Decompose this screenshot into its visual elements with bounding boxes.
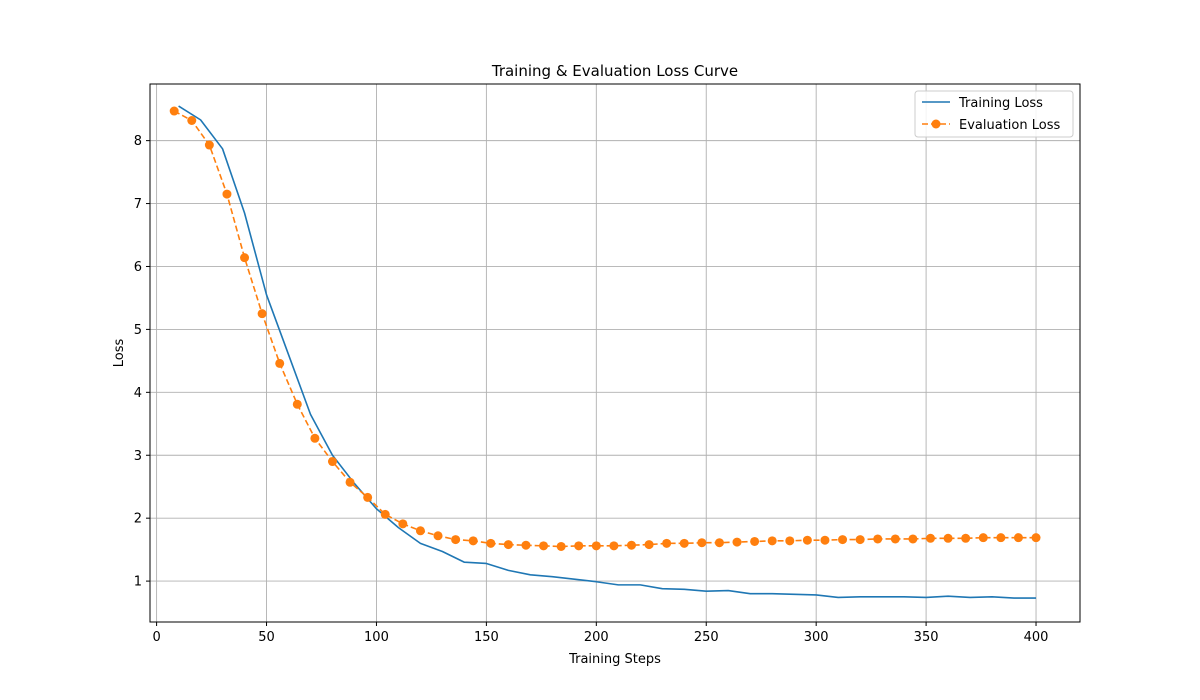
evaluation-loss-point	[644, 540, 654, 550]
evaluation-loss-point	[556, 541, 566, 551]
evaluation-loss-point	[996, 533, 1006, 543]
evaluation-loss-point	[767, 536, 777, 546]
evaluation-loss-point	[398, 519, 408, 529]
legend: Training Loss Evaluation Loss	[914, 90, 1074, 138]
evaluation-loss-point	[697, 538, 707, 548]
evaluation-loss-point	[574, 541, 584, 551]
evaluation-loss-point	[802, 535, 812, 545]
evaluation-loss-point	[310, 433, 320, 443]
evaluation-loss-point	[240, 253, 250, 263]
plot-frame	[149, 83, 1081, 623]
evaluation-loss-point	[961, 533, 971, 543]
evaluation-loss-point	[363, 492, 373, 502]
evaluation-loss-point	[908, 534, 918, 544]
chart-title: Training & Evaluation Loss Curve	[491, 62, 738, 80]
evaluation-loss-point	[380, 509, 390, 519]
evaluation-loss-point	[925, 533, 935, 543]
evaluation-loss-point	[785, 536, 795, 546]
grid	[150, 84, 1080, 622]
evaluation-loss-point	[820, 535, 830, 545]
legend-training-label: Training Loss	[958, 96, 1043, 111]
y-tick-label: 2	[134, 512, 142, 527]
evaluation-loss-point	[539, 541, 549, 551]
y-tick-label: 5	[134, 323, 142, 338]
evaluation-loss-point	[257, 309, 267, 319]
evaluation-loss-point	[662, 538, 672, 548]
evaluation-loss-point	[855, 535, 865, 545]
evaluation-loss-point	[415, 526, 425, 536]
evaluation-loss-point	[626, 540, 636, 550]
evaluation-loss-point	[1031, 533, 1041, 543]
evaluation-loss-point	[750, 536, 760, 546]
evaluation-loss-point	[451, 535, 461, 545]
evaluation-loss-point	[943, 533, 953, 543]
x-tick-label: 250	[694, 630, 719, 645]
evaluation-loss-point	[486, 538, 496, 548]
evaluation-loss-point	[609, 541, 619, 551]
evaluation-loss-point	[169, 106, 179, 116]
evaluation-loss-point	[873, 534, 883, 544]
x-tick-label: 0	[152, 630, 160, 645]
y-tick-label: 3	[134, 449, 142, 464]
y-tick-label: 4	[134, 386, 142, 401]
evaluation-loss-point	[327, 457, 337, 467]
training-loss-line	[178, 105, 1037, 599]
evaluation-loss-point	[732, 537, 742, 547]
evaluation-loss-point	[187, 115, 197, 125]
x-tick-label: 300	[804, 630, 829, 645]
y-tick-label: 7	[134, 197, 142, 212]
evaluation-loss-point	[838, 535, 848, 545]
x-tick-label: 100	[364, 630, 389, 645]
evaluation-loss-point	[345, 477, 355, 487]
x-tick-label: 50	[258, 630, 275, 645]
y-tick-label: 8	[134, 134, 142, 149]
evaluation-loss-point	[222, 189, 232, 199]
evaluation-loss-point	[679, 538, 689, 548]
y-tick-label: 6	[134, 260, 142, 275]
evaluation-loss-point	[292, 399, 302, 409]
legend-box	[914, 90, 1074, 138]
series-layer	[169, 105, 1041, 599]
evaluation-loss-point	[204, 140, 214, 150]
legend-evaluation-label: Evaluation Loss	[959, 118, 1060, 133]
x-axis-label: Training Steps	[568, 652, 661, 667]
legend-evaluation-marker	[931, 119, 941, 129]
evaluation-loss-point	[591, 541, 601, 551]
evaluation-loss-point	[275, 358, 285, 368]
y-axis-ticks: 1 2 3 4 5 6 7 8	[134, 134, 150, 590]
evaluation-loss-point	[521, 540, 531, 550]
evaluation-loss-point	[503, 540, 513, 550]
evaluation-loss-point	[1013, 533, 1023, 543]
evaluation-loss-point	[890, 534, 900, 544]
y-axis-label: Loss	[112, 339, 127, 368]
evaluation-loss-line	[173, 110, 1037, 548]
x-tick-label: 200	[584, 630, 609, 645]
x-tick-label: 150	[474, 630, 499, 645]
evaluation-loss-point	[978, 533, 988, 543]
x-axis-ticks: 0 50 100 150 200 250 300 350 400	[152, 622, 1048, 645]
y-tick-label: 1	[134, 575, 142, 590]
x-tick-label: 400	[1024, 630, 1049, 645]
evaluation-loss-point	[468, 536, 478, 546]
evaluation-loss-point	[714, 538, 724, 548]
evaluation-loss-point	[433, 531, 443, 541]
x-tick-label: 350	[914, 630, 939, 645]
